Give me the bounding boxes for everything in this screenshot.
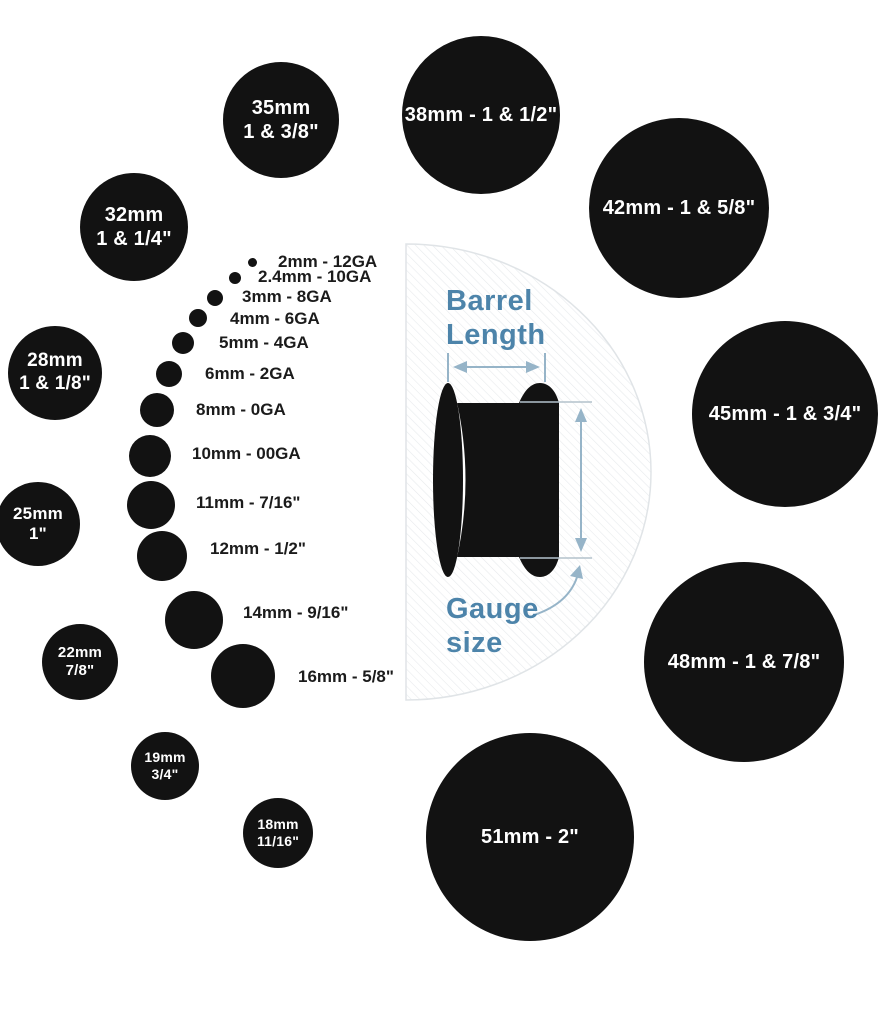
size-circle-text: 1 & 3/8" bbox=[243, 121, 319, 143]
size-circle-text: 32mm bbox=[104, 204, 164, 226]
gauge-dot-label-11mm: 11mm - 7/16" bbox=[196, 493, 301, 512]
size-circle-text: 51mm - 2" bbox=[481, 826, 579, 848]
size-circle-35mm: 35mm 1 & 3/8" bbox=[223, 62, 339, 178]
gauge-dot-5mm bbox=[172, 332, 194, 354]
gauge-dot-8mm bbox=[140, 393, 174, 427]
size-circle-text: 18mm bbox=[257, 816, 299, 833]
barrel-length-arrowhead-left bbox=[453, 361, 467, 373]
size-circle-text: 1 & 1/8" bbox=[19, 373, 91, 394]
gauge-dot-label-16mm: 16mm - 5/8" bbox=[298, 667, 394, 686]
gauge-dot-16mm bbox=[211, 644, 275, 708]
size-circle-text: 48mm - 1 & 7/8" bbox=[667, 651, 821, 673]
size-circle-text: 11/16" bbox=[256, 833, 300, 849]
gauge-dot-label-6mm: 6mm - 2GA bbox=[205, 364, 295, 383]
gauge-dot-4mm bbox=[189, 309, 207, 327]
size-circle-text: 45mm - 1 & 3/4" bbox=[708, 403, 862, 425]
size-circle-42mm: 42mm - 1 & 5/8" bbox=[589, 118, 769, 298]
size-circle-text: 38mm - 1 & 1/2" bbox=[404, 104, 558, 126]
size-circle-text: 1 & 1/4" bbox=[96, 228, 172, 250]
gauge-dot-label-3mm: 3mm - 8GA bbox=[242, 287, 332, 306]
plug-front-flare bbox=[433, 383, 463, 577]
gauge-dot-label-12mm: 12mm - 1/2" bbox=[210, 539, 306, 558]
size-circle-text: 42mm - 1 & 5/8" bbox=[602, 197, 756, 219]
size-circle-text: 28mm bbox=[27, 350, 83, 372]
barrel-length-label: Barrel Length bbox=[446, 284, 546, 352]
gauge-dot-label-2-4mm: 2.4mm - 10GA bbox=[258, 267, 372, 286]
size-circle-text: 7/8" bbox=[65, 662, 95, 679]
gauge-dot-11mm bbox=[127, 481, 175, 529]
size-circle-51mm: 51mm - 2" bbox=[426, 733, 634, 941]
gauge-size-curved-arrowhead bbox=[570, 565, 583, 579]
gauge-arrowhead-bottom bbox=[575, 538, 587, 552]
size-circle-48mm: 48mm - 1 & 7/8" bbox=[644, 562, 844, 762]
gauge-dot-10mm bbox=[129, 435, 171, 477]
size-circle-text: 3/4" bbox=[151, 766, 179, 782]
size-circle-text: 22mm bbox=[57, 644, 103, 661]
size-circle-22mm: 22mm 7/8" bbox=[42, 624, 118, 700]
gauge-dot-12mm bbox=[137, 531, 187, 581]
size-circle-19mm: 19mm 3/4" bbox=[131, 732, 199, 800]
gauge-dot-label-14mm: 14mm - 9/16" bbox=[243, 603, 349, 622]
gauge-arrowhead-top bbox=[575, 408, 587, 422]
size-circle-18mm: 18mm 11/16" bbox=[243, 798, 313, 868]
plug-body bbox=[450, 383, 559, 577]
gauge-dot-2-4mm bbox=[229, 272, 241, 284]
size-circle-38mm: 38mm - 1 & 1/2" bbox=[402, 36, 560, 194]
barrel-length-label-line1: Barrel bbox=[446, 285, 533, 317]
barrel-length-arrowhead-right bbox=[526, 361, 540, 373]
gauge-dot-2mm bbox=[247, 257, 257, 267]
size-circle-text: 35mm bbox=[251, 97, 311, 119]
size-circle-text: 25mm bbox=[13, 503, 63, 523]
gauge-size-curved-arrow bbox=[533, 573, 579, 616]
gauge-dot-14mm bbox=[165, 591, 223, 649]
size-circle-28mm: 28mm 1 & 1/8" bbox=[8, 326, 102, 420]
gauge-dot-3mm bbox=[207, 290, 223, 306]
gauge-dot-label-2mm: 2mm - 12GA bbox=[278, 252, 378, 271]
gauge-dot-label-8mm: 8mm - 0GA bbox=[196, 400, 286, 419]
gauge-size-label-line2: size bbox=[446, 627, 503, 659]
gauge-size-label-line1: Gauge bbox=[446, 593, 539, 625]
size-circle-45mm: 45mm - 1 & 3/4" bbox=[692, 321, 878, 507]
gauge-dot-label-5mm: 5mm - 4GA bbox=[219, 333, 309, 352]
size-circle-25mm: 25mm 1" bbox=[0, 482, 80, 566]
size-circle-text: 1" bbox=[29, 524, 47, 543]
size-circle-32mm: 32mm 1 & 1/4" bbox=[80, 173, 188, 281]
gauge-size-label: Gauge size bbox=[446, 592, 539, 660]
gauge-dot-6mm bbox=[156, 361, 182, 387]
gauge-dot-label-10mm: 10mm - 00GA bbox=[192, 444, 301, 463]
size-circle-text: 19mm bbox=[144, 749, 186, 766]
gauge-dot-label-4mm: 4mm - 6GA bbox=[230, 309, 320, 328]
barrel-length-label-line2: Length bbox=[446, 319, 546, 351]
